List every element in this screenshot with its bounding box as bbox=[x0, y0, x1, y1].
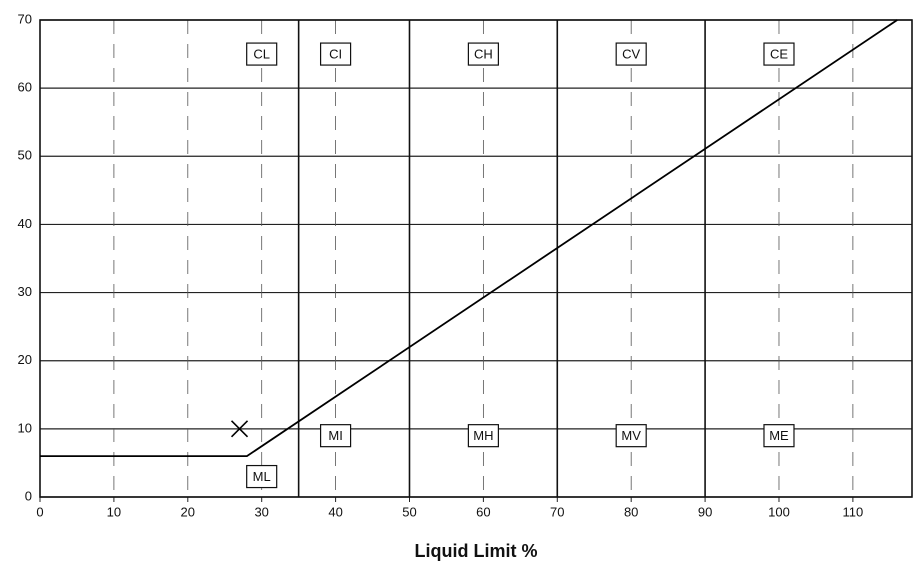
x-tick-label: 60 bbox=[476, 504, 490, 519]
label-box bbox=[467, 424, 499, 448]
y-tick-label: 50 bbox=[18, 148, 32, 163]
a-line bbox=[40, 19, 898, 458]
zone-label: CH bbox=[474, 47, 493, 62]
x-axis-label: Liquid Limit % bbox=[415, 541, 538, 561]
zone-label: MI bbox=[328, 428, 342, 443]
label-box bbox=[319, 42, 352, 66]
label-box bbox=[467, 42, 499, 66]
y-tick-label: 20 bbox=[18, 352, 32, 367]
marker-stroke bbox=[230, 420, 249, 438]
zone-label: MV bbox=[621, 428, 641, 443]
label-box bbox=[319, 424, 352, 448]
x-tick-label: 80 bbox=[624, 504, 638, 519]
label-box bbox=[246, 42, 278, 66]
x-tick-label: 30 bbox=[254, 504, 268, 519]
y-tick-label: 30 bbox=[18, 284, 32, 299]
x-tick-label: 110 bbox=[843, 504, 864, 519]
zone-label: CE bbox=[770, 47, 788, 62]
label-box bbox=[763, 42, 795, 66]
x-tick-label: 100 bbox=[768, 504, 790, 519]
y-tick-label: 60 bbox=[18, 80, 32, 95]
point-marker bbox=[230, 420, 249, 438]
zone-label: CV bbox=[622, 47, 640, 62]
x-tick-label: 20 bbox=[181, 504, 195, 519]
zone-label: MH bbox=[473, 428, 493, 443]
label-box bbox=[246, 464, 278, 489]
y-tick-label: 0 bbox=[25, 488, 32, 503]
y-tick-label: 70 bbox=[18, 11, 32, 26]
x-tick-label: 50 bbox=[402, 504, 416, 519]
plot-frame bbox=[39, 19, 913, 498]
y-tick-label: 10 bbox=[18, 420, 32, 435]
zone-label: CL bbox=[253, 47, 270, 62]
x-tick-label: 70 bbox=[550, 504, 564, 519]
zone-label: ML bbox=[253, 469, 271, 484]
label-box bbox=[763, 424, 795, 448]
zone-label: ME bbox=[769, 428, 789, 443]
x-tick-label: 10 bbox=[107, 504, 121, 519]
x-tick-label: 40 bbox=[328, 504, 342, 519]
x-tick-label: 90 bbox=[698, 504, 712, 519]
label-box bbox=[615, 42, 647, 66]
y-tick-label: 40 bbox=[18, 216, 32, 231]
zone-label: CI bbox=[329, 47, 342, 62]
x-tick-label: 0 bbox=[36, 504, 43, 519]
label-box bbox=[615, 424, 647, 448]
